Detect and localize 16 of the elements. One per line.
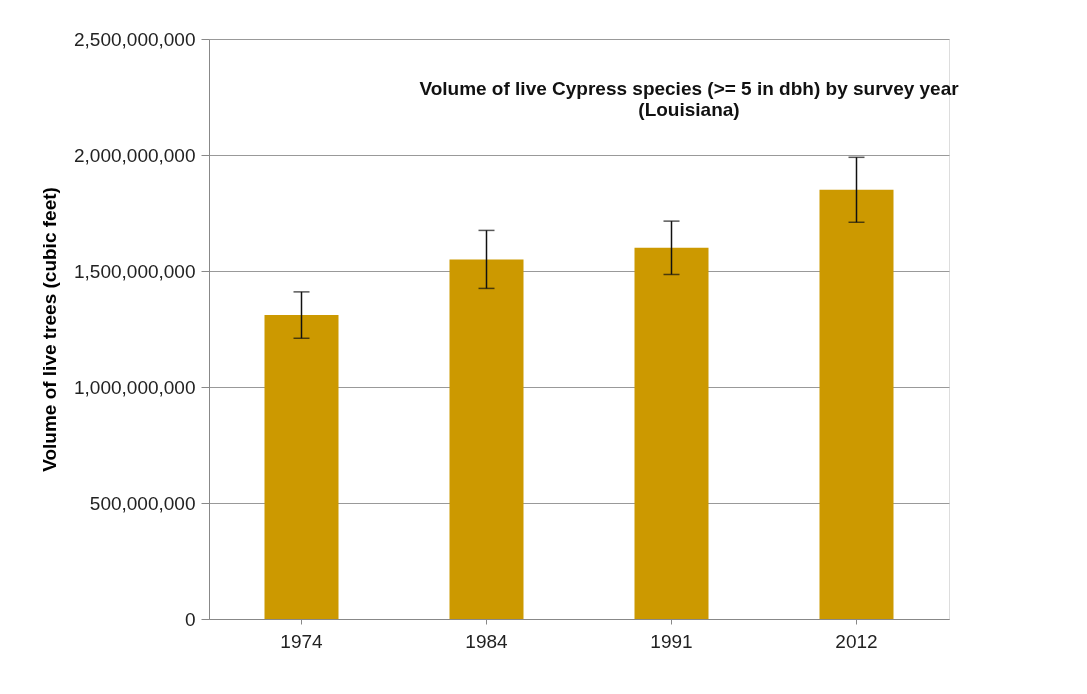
x-tick-label: 1974 bbox=[280, 630, 324, 652]
y-tick-label: 2,000,000,000 bbox=[73, 144, 196, 166]
y-tick-label: 500,000,000 bbox=[89, 492, 196, 514]
y-tick-label: 0 bbox=[184, 608, 196, 630]
y-tick-label: 1,000,000,000 bbox=[73, 376, 196, 398]
x-tick-label: 1984 bbox=[465, 630, 509, 652]
bar bbox=[634, 247, 709, 619]
text: Volume of live Cypress species (>= 5 in dbh) by survey year (Louisiana) bbox=[419, 78, 960, 120]
bar bbox=[449, 259, 524, 619]
y-axis-title: Volume of live trees (cubic feet) bbox=[38, 187, 60, 472]
bar bbox=[264, 315, 339, 619]
x-tick-label: 1991 bbox=[650, 630, 693, 652]
y-tick-label: 2,500,000,000 bbox=[73, 28, 196, 50]
bar bbox=[819, 189, 894, 619]
x-tick-label: 2012 bbox=[835, 630, 878, 652]
y-tick-label: 1,500,000,000 bbox=[73, 260, 196, 282]
